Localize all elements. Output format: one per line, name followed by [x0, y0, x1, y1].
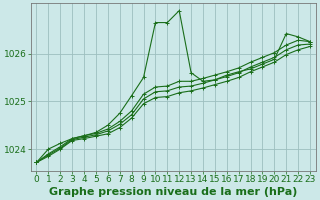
- X-axis label: Graphe pression niveau de la mer (hPa): Graphe pression niveau de la mer (hPa): [49, 187, 298, 197]
